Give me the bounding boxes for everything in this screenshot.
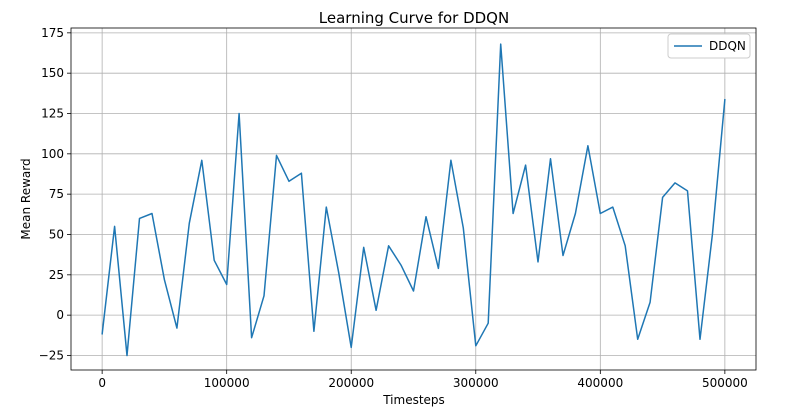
x-tick-label: 0 bbox=[98, 376, 106, 390]
y-tick-label: 0 bbox=[56, 308, 64, 322]
x-tick-label: 500000 bbox=[702, 376, 748, 390]
grid bbox=[71, 28, 756, 370]
series-line-ddqn bbox=[101, 43, 726, 357]
chart-title: Learning Curve for DDQN bbox=[319, 9, 509, 27]
plot-frame bbox=[70, 27, 757, 371]
y-axis-label: Mean Reward bbox=[19, 158, 33, 239]
y-tick-label: 50 bbox=[49, 227, 64, 241]
legend: DDQN bbox=[667, 33, 751, 59]
y-tick-label: 75 bbox=[49, 187, 64, 201]
x-tick-label: 100000 bbox=[204, 376, 250, 390]
legend-label: DDQN bbox=[709, 39, 746, 53]
y-tick-label: 150 bbox=[41, 66, 64, 80]
x-tick-label: 200000 bbox=[328, 376, 374, 390]
y-tick-label: 100 bbox=[41, 147, 64, 161]
y-tick-label: 125 bbox=[41, 107, 64, 121]
y-tick-label: 175 bbox=[41, 26, 64, 40]
y-tick-label: −25 bbox=[39, 348, 64, 362]
y-tick-label: 25 bbox=[49, 268, 64, 282]
ticks: 0 100000 200000 300000 400000 500000 −25 0 25 50 7… bbox=[39, 26, 748, 390]
x-tick-label: 400000 bbox=[577, 376, 623, 390]
x-axis-label: Timesteps bbox=[382, 393, 445, 407]
x-tick-label: 300000 bbox=[453, 376, 499, 390]
series-layer bbox=[101, 43, 726, 357]
legend-box bbox=[667, 33, 751, 59]
